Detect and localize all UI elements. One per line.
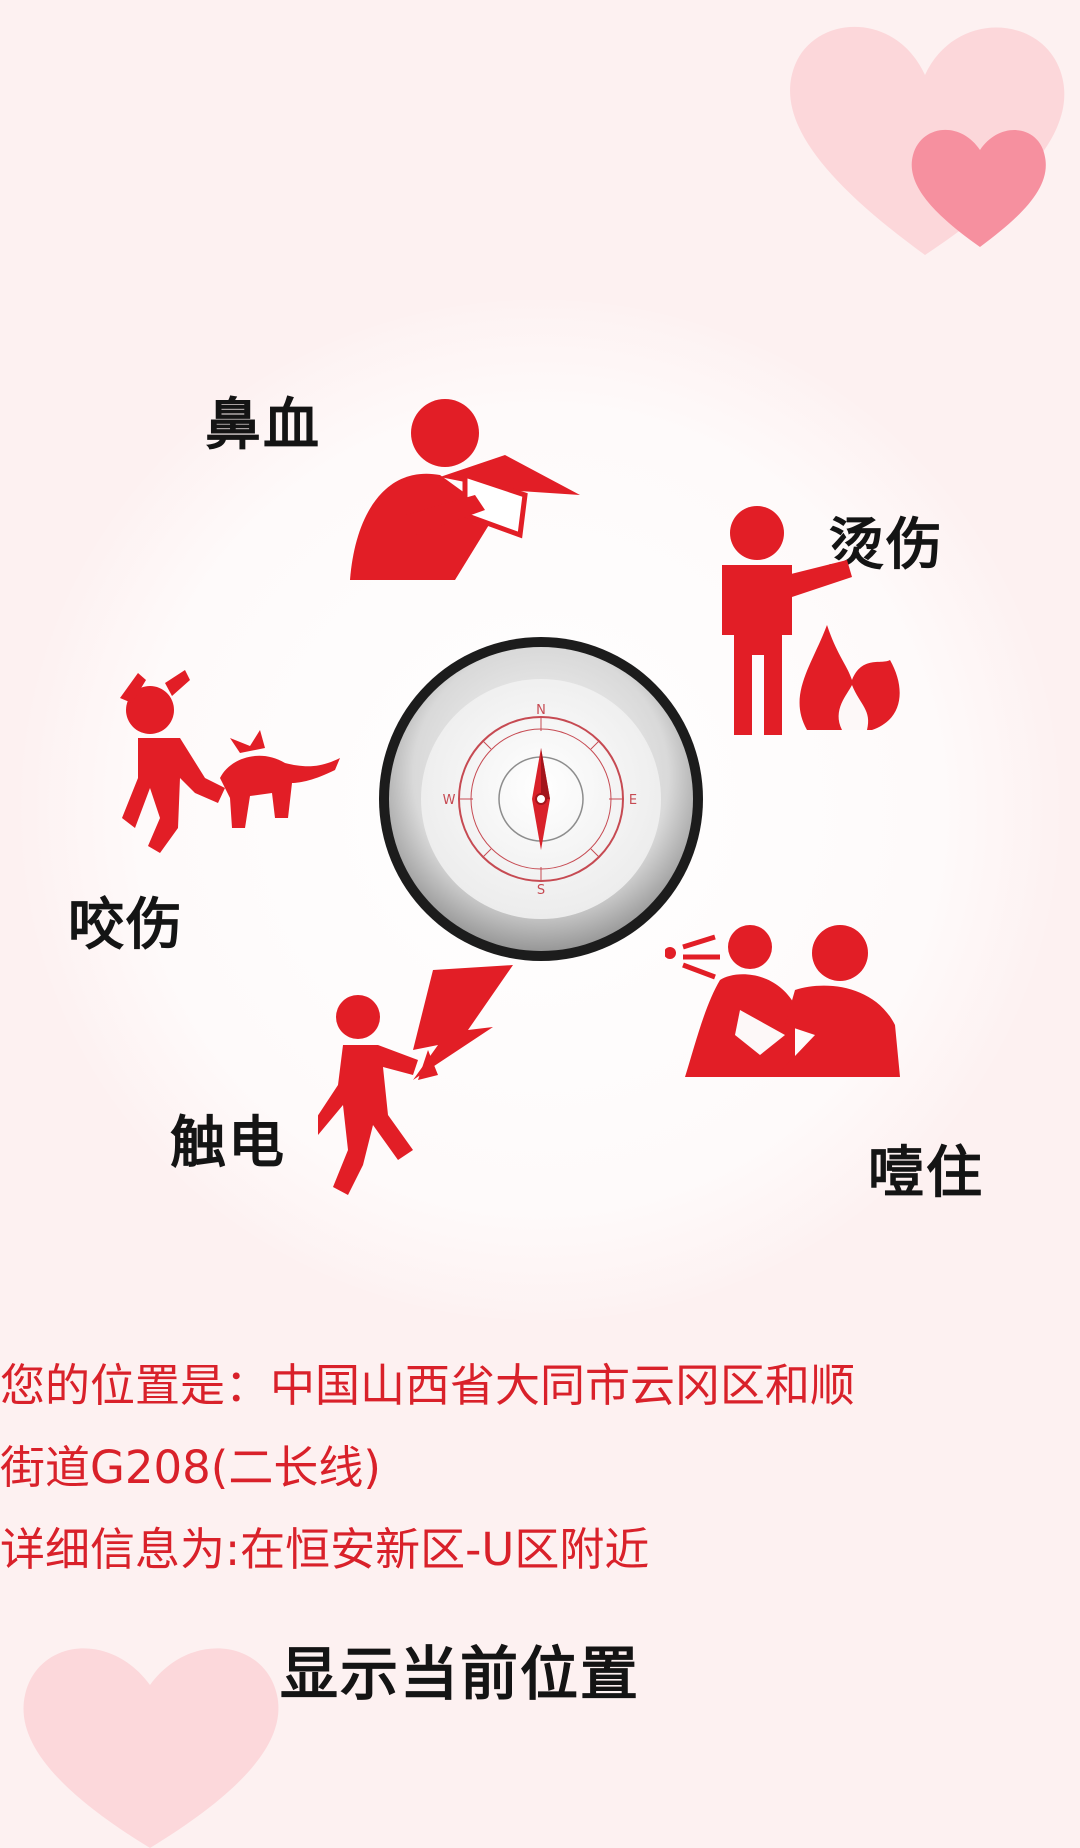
fire-burn-icon[interactable]	[712, 505, 907, 735]
choking-heimlich-icon[interactable]	[665, 925, 900, 1077]
compass-west-label: W	[443, 793, 456, 808]
show-current-location-button[interactable]: 显示当前位置	[279, 1640, 640, 1708]
location-line-2: 街道G208(二长线)	[0, 1441, 381, 1494]
compass-north-label: N	[536, 703, 546, 718]
heart-decoration-bottom-left	[23, 1648, 279, 1848]
category-label-bite: 咬伤	[68, 893, 184, 958]
electric-shock-icon[interactable]	[318, 965, 513, 1200]
heart-decoration-top-right	[790, 26, 1065, 255]
compass-south-label: S	[537, 883, 545, 898]
nosebleed-person-icon[interactable]	[345, 395, 580, 580]
category-label-electric-shock: 触电	[170, 1111, 286, 1176]
compass-icon[interactable]: N S E W	[378, 636, 704, 962]
compass-east-label: E	[629, 793, 637, 808]
location-line-1: 您的位置是：中国山西省大同市云冈区和顺	[0, 1359, 856, 1412]
category-label-nosebleed: 鼻血	[205, 393, 321, 458]
category-label-choking: 噎住	[868, 1141, 984, 1206]
dog-bite-icon[interactable]	[110, 668, 340, 853]
location-detail-line: 详细信息为:在恒安新区-U区附近	[0, 1523, 650, 1576]
